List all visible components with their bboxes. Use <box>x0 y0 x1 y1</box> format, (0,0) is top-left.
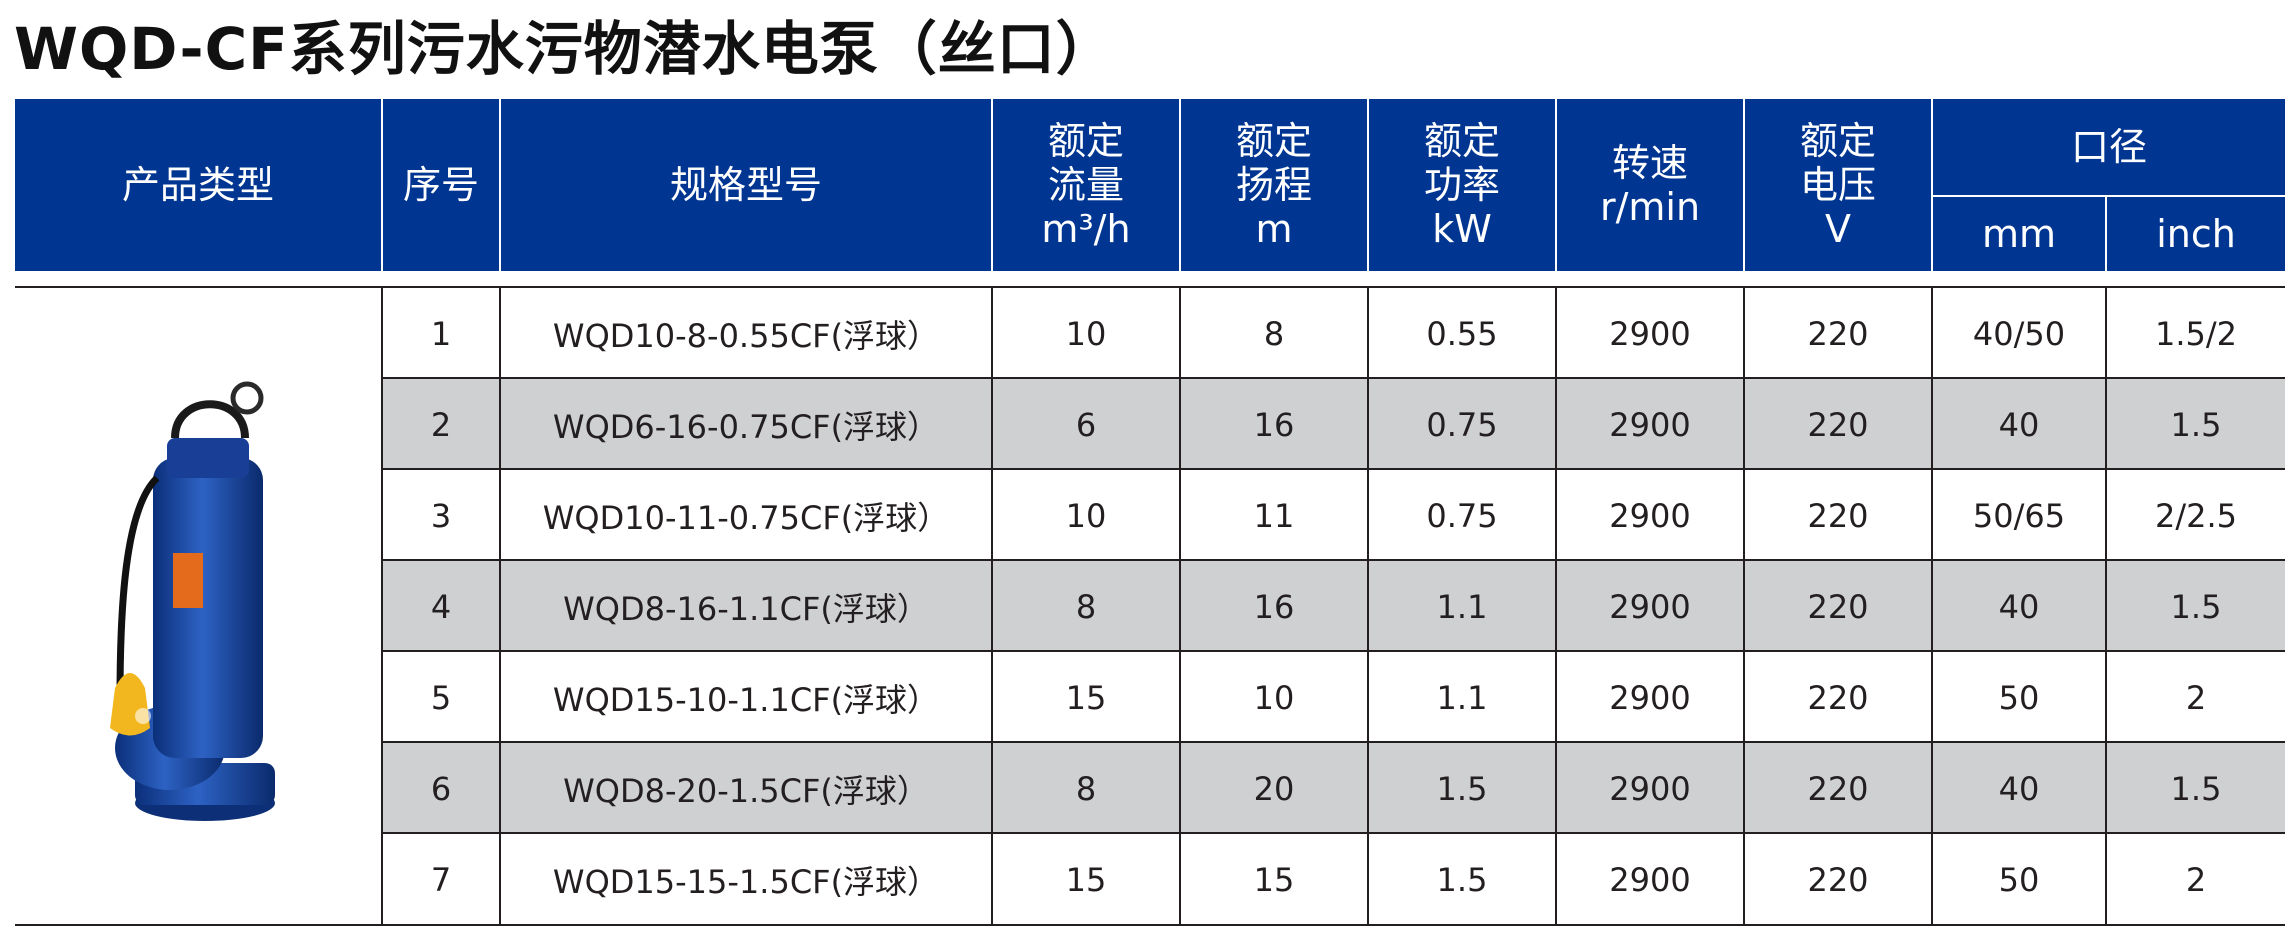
cell-mm: 50/65 <box>1972 496 2066 535</box>
cell-head: 16 <box>1253 587 1295 626</box>
header-head: 额定 扬程 m <box>1181 99 1367 271</box>
cell-mm: 40 <box>1998 405 2040 444</box>
page-title: WQD-CF系列污水污物潜水电泵（丝口） <box>14 15 1115 83</box>
cell-mm: 50 <box>1998 678 2040 717</box>
header-voltage-line1: 额定 <box>1799 119 1876 163</box>
header-flow: 额定 流量 m³/h <box>993 99 1179 271</box>
cell-model: WQD6-16-0.75CF(浮球） <box>552 407 940 446</box>
cell-seq: 4 <box>430 587 452 626</box>
cell-inch: 1.5/2 <box>2154 314 2238 353</box>
header-outlet: 口径 <box>2070 125 2147 169</box>
cell-head: 15 <box>1253 860 1295 899</box>
cell-power: 0.75 <box>1426 405 1498 444</box>
header-outlet-inch: inch <box>2156 212 2236 256</box>
cell-speed: 2900 <box>1609 860 1691 899</box>
cell-inch: 1.5 <box>2170 405 2222 444</box>
cell-model: WQD10-11-0.75CF(浮球） <box>542 498 950 537</box>
cell-speed: 2900 <box>1609 587 1691 626</box>
header-power-unit: kW <box>1432 207 1492 251</box>
cell-seq: 6 <box>430 769 452 808</box>
cell-voltage: 220 <box>1807 678 1869 717</box>
cell-model: WQD15-15-1.5CF(浮球） <box>552 862 940 901</box>
cell-head: 20 <box>1253 769 1295 808</box>
header-voltage: 额定 电压 V <box>1745 99 1931 271</box>
cell-mm: 40 <box>1998 769 2040 808</box>
header-flow-unit: m³/h <box>1041 207 1131 251</box>
cell-head: 11 <box>1253 496 1295 535</box>
cell-voltage: 220 <box>1807 496 1869 535</box>
header-product-type: 产品类型 <box>121 163 274 207</box>
cell-inch: 2 <box>2185 860 2207 899</box>
cell-mm: 40/50 <box>1972 314 2066 353</box>
cell-voltage: 220 <box>1807 860 1869 899</box>
cell-model: WQD8-16-1.1CF(浮球） <box>563 589 929 628</box>
header-voltage-unit: V <box>1824 207 1851 251</box>
cell-power: 1.1 <box>1436 678 1488 717</box>
cell-voltage: 220 <box>1807 587 1869 626</box>
cell-flow: 15 <box>1065 860 1107 899</box>
header-power-line2: 功率 <box>1423 163 1500 207</box>
cell-flow: 10 <box>1065 496 1107 535</box>
header-power: 额定 功率 kW <box>1369 99 1555 271</box>
header-flow-line2: 流量 <box>1047 163 1124 207</box>
cell-voltage: 220 <box>1807 405 1869 444</box>
cell-seq: 2 <box>430 405 452 444</box>
cell-seq: 7 <box>430 860 452 899</box>
table-body: 1 WQD10-8-0.55CF(浮球） 10 8 0.55 2900 220 … <box>15 286 2285 926</box>
pump-product-image <box>110 381 275 821</box>
cell-flow: 8 <box>1075 587 1097 626</box>
header-speed-line1: 转速 <box>1611 141 1688 185</box>
cell-seq: 3 <box>430 496 452 535</box>
cell-speed: 2900 <box>1609 405 1691 444</box>
cell-flow: 15 <box>1065 678 1107 717</box>
header-head-line1: 额定 <box>1235 119 1312 163</box>
cell-power: 1.5 <box>1436 769 1488 808</box>
header-speed-unit: r/min <box>1599 185 1701 229</box>
cell-model: WQD8-20-1.5CF(浮球） <box>563 771 929 810</box>
cell-speed: 2900 <box>1609 314 1691 353</box>
cell-mm: 40 <box>1998 587 2040 626</box>
header-head-unit: m <box>1255 207 1293 251</box>
cell-model: WQD15-10-1.1CF(浮球） <box>552 680 940 719</box>
cell-head: 8 <box>1263 314 1285 353</box>
cell-head: 16 <box>1253 405 1295 444</box>
cell-voltage: 220 <box>1807 769 1869 808</box>
header-power-line1: 额定 <box>1423 119 1500 163</box>
cell-inch: 1.5 <box>2170 587 2222 626</box>
cell-flow: 8 <box>1075 769 1097 808</box>
cell-model: WQD10-8-0.55CF(浮球） <box>552 316 940 355</box>
cell-inch: 2 <box>2185 678 2207 717</box>
cell-speed: 2900 <box>1609 769 1691 808</box>
header-voltage-line2: 电压 <box>1799 163 1876 207</box>
cell-flow: 6 <box>1075 405 1097 444</box>
header-seq: 序号 <box>402 163 479 207</box>
cell-power: 1.1 <box>1436 587 1488 626</box>
cell-voltage: 220 <box>1807 314 1869 353</box>
header-head-line2: 扬程 <box>1235 163 1312 207</box>
cell-inch: 1.5 <box>2170 769 2222 808</box>
cell-head: 10 <box>1253 678 1295 717</box>
cell-flow: 10 <box>1065 314 1107 353</box>
cell-power: 1.5 <box>1436 860 1488 899</box>
header-outlet-mm: mm <box>1981 212 2057 256</box>
cell-inch: 2/2.5 <box>2154 496 2238 535</box>
cell-seq: 5 <box>430 678 452 717</box>
header-speed: 转速 r/min <box>1557 99 1743 271</box>
cell-speed: 2900 <box>1609 496 1691 535</box>
header-model: 规格型号 <box>669 163 822 207</box>
cell-seq: 1 <box>430 314 452 353</box>
cell-mm: 50 <box>1998 860 2040 899</box>
table-header: 产品类型 序号 规格型号 额定 流量 m³/h 额定 扬程 m 额定 功率 kW… <box>15 99 2285 271</box>
header-flow-line1: 额定 <box>1047 119 1124 163</box>
cell-power: 0.55 <box>1426 314 1498 353</box>
cell-power: 0.75 <box>1426 496 1498 535</box>
cell-speed: 2900 <box>1609 678 1691 717</box>
